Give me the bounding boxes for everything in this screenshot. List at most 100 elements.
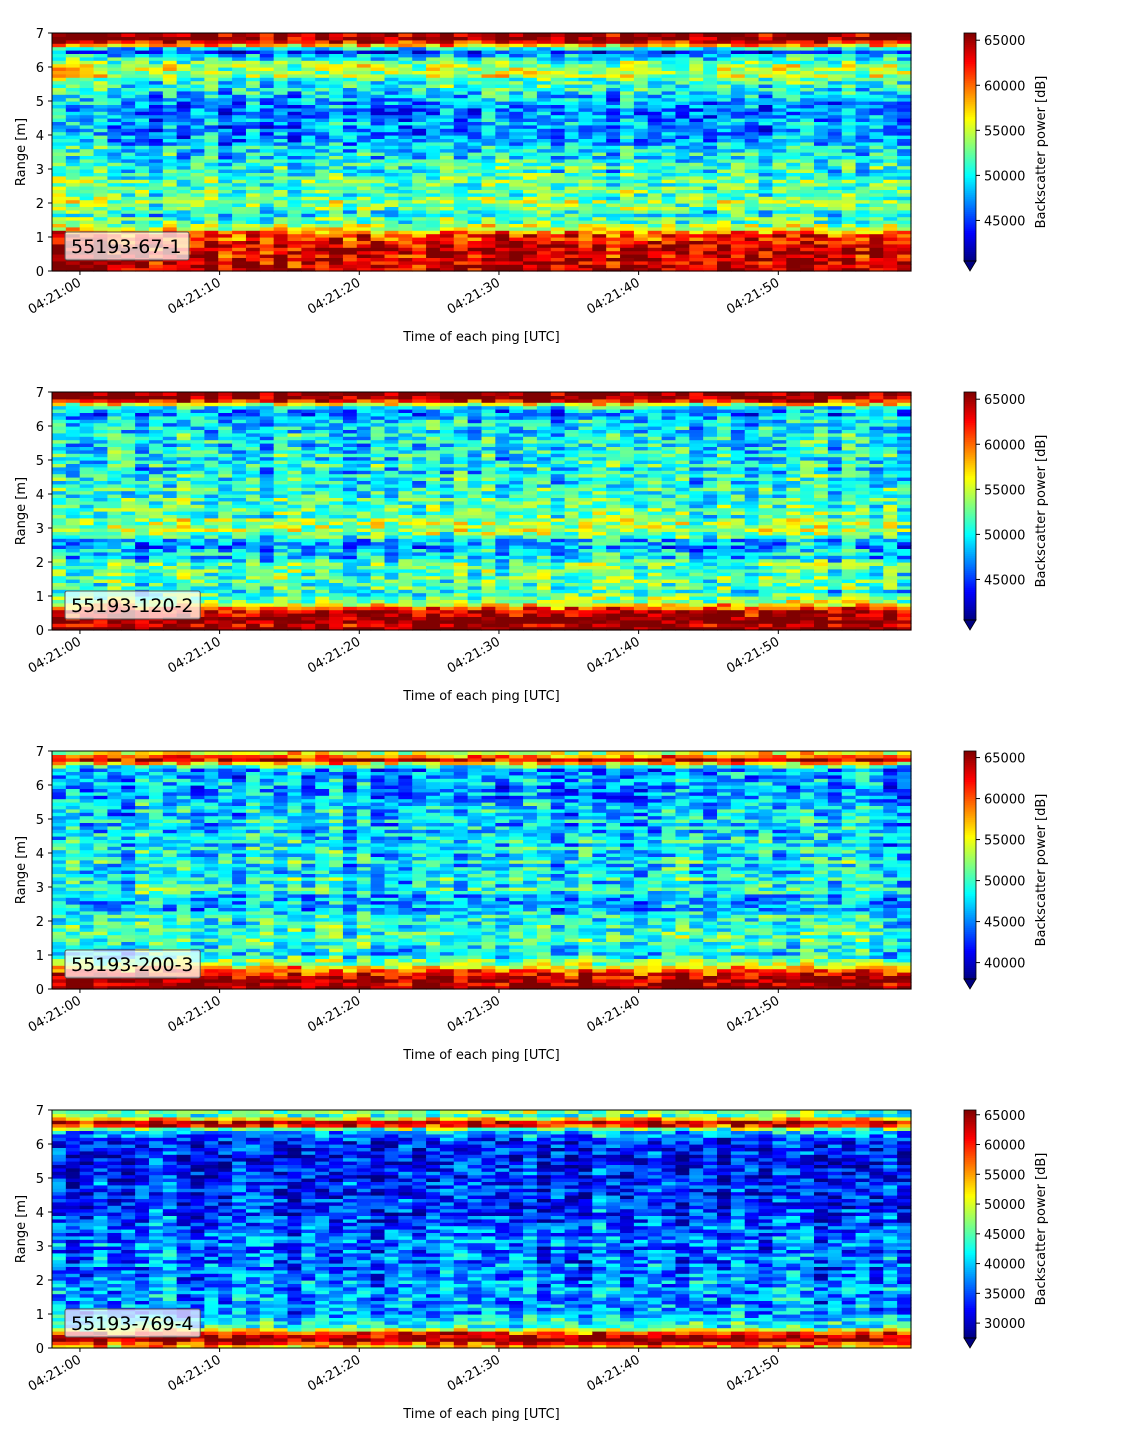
heatmap-cell — [828, 132, 842, 136]
heatmap-cell — [731, 166, 745, 170]
heatmap-cell — [177, 227, 191, 231]
heatmap-cell — [786, 33, 800, 37]
heatmap-cell — [315, 149, 329, 153]
heatmap-cell — [121, 264, 135, 268]
heatmap-cell — [786, 142, 800, 146]
heatmap-cell — [246, 210, 260, 214]
heatmap-cell — [121, 419, 135, 423]
heatmap-cell — [412, 200, 426, 204]
heatmap-cell — [786, 132, 800, 136]
heatmap-cell — [717, 142, 731, 146]
heatmap-cell — [814, 210, 828, 214]
heatmap-cell — [482, 264, 496, 268]
heatmap-cell — [675, 244, 689, 248]
heatmap-cell — [454, 210, 468, 214]
heatmap-cell — [315, 176, 329, 180]
heatmap-cell — [66, 159, 80, 163]
heatmap-cell — [301, 166, 315, 170]
heatmap-cell — [856, 166, 870, 170]
heatmap-cell — [703, 33, 717, 37]
heatmap-cell — [232, 149, 246, 153]
heatmap-cell — [495, 159, 509, 163]
heatmap-cell — [689, 183, 703, 187]
heatmap-cell — [731, 217, 745, 221]
heatmap-cell — [648, 193, 662, 197]
heatmap-cell — [52, 159, 66, 163]
heatmap-cell — [634, 33, 648, 37]
heatmap-cell — [509, 149, 523, 153]
heatmap-cell — [828, 142, 842, 146]
heatmap-cell — [135, 487, 149, 491]
heatmap-cell — [107, 183, 121, 187]
heatmap-cell — [897, 227, 911, 231]
heatmap-cell — [66, 176, 80, 180]
heatmap-cell — [135, 470, 149, 474]
heatmap-cell — [731, 227, 745, 231]
heatmap-cell — [301, 251, 315, 255]
heatmap-cell — [246, 217, 260, 221]
heatmap-cell — [509, 166, 523, 170]
heatmap-cell — [260, 33, 274, 37]
heatmap-cell — [578, 159, 592, 163]
heatmap-cell — [246, 149, 260, 153]
heatmap-cell — [163, 193, 177, 197]
heatmap-cell — [80, 33, 94, 37]
heatmap-cell — [620, 217, 634, 221]
heatmap-cell — [177, 210, 191, 214]
heatmap-cell — [135, 200, 149, 204]
heatmap-cell — [52, 166, 66, 170]
heatmap-cell — [703, 234, 717, 238]
heatmap-cell — [274, 234, 288, 238]
heatmap-cell — [371, 132, 385, 136]
heatmap-cell — [232, 33, 246, 37]
heatmap-cell — [800, 251, 814, 255]
heatmap-cell — [606, 227, 620, 231]
heatmap-cell — [218, 244, 232, 248]
heatmap-cell — [745, 234, 759, 238]
heatmap-cell — [121, 200, 135, 204]
heatmap-cell — [869, 244, 883, 248]
heatmap-cell — [606, 193, 620, 197]
heatmap-cell — [218, 210, 232, 214]
heatmap-cell — [107, 453, 121, 457]
heatmap-cell — [745, 244, 759, 248]
heatmap-cell — [218, 200, 232, 204]
heatmap-cell — [883, 200, 897, 204]
heatmap-cell — [357, 176, 371, 180]
x-tick-label: 04:21:30 — [445, 275, 503, 317]
heatmap-cell — [523, 200, 537, 204]
heatmap-cell — [315, 210, 329, 214]
heatmap-cell — [440, 33, 454, 37]
heatmap-cell — [606, 264, 620, 268]
heatmap-cell — [662, 159, 676, 163]
heatmap-cell — [606, 149, 620, 153]
heatmap-cell — [551, 183, 565, 187]
heatmap-cell — [274, 227, 288, 231]
colorbar-tick-label: 65000 — [984, 34, 1025, 49]
heatmap-cell — [454, 217, 468, 221]
heatmap-cell — [468, 33, 482, 37]
heatmap-cell — [232, 142, 246, 146]
heatmap-cell — [814, 251, 828, 255]
heatmap-cell — [731, 176, 745, 180]
heatmap-cell — [745, 183, 759, 187]
heatmap-cell — [121, 183, 135, 187]
heatmap-cell — [897, 176, 911, 180]
heatmap-cell — [288, 234, 302, 238]
heatmap-cell — [482, 176, 496, 180]
heatmap-cell — [426, 132, 440, 136]
heatmap-cell — [800, 142, 814, 146]
heatmap-cell — [786, 159, 800, 163]
heatmap-cell — [191, 200, 205, 204]
heatmap-cell — [828, 176, 842, 180]
heatmap-cell — [828, 227, 842, 231]
heatmap-cell — [107, 402, 121, 406]
heatmap-cell — [232, 227, 246, 231]
heatmap-cell — [551, 142, 565, 146]
heatmap-cell — [121, 470, 135, 474]
heatmap-cell — [80, 227, 94, 231]
heatmap-cell — [565, 217, 579, 221]
heatmap-cell — [301, 217, 315, 221]
heatmap-cell — [786, 217, 800, 221]
heatmap-cell — [191, 132, 205, 136]
